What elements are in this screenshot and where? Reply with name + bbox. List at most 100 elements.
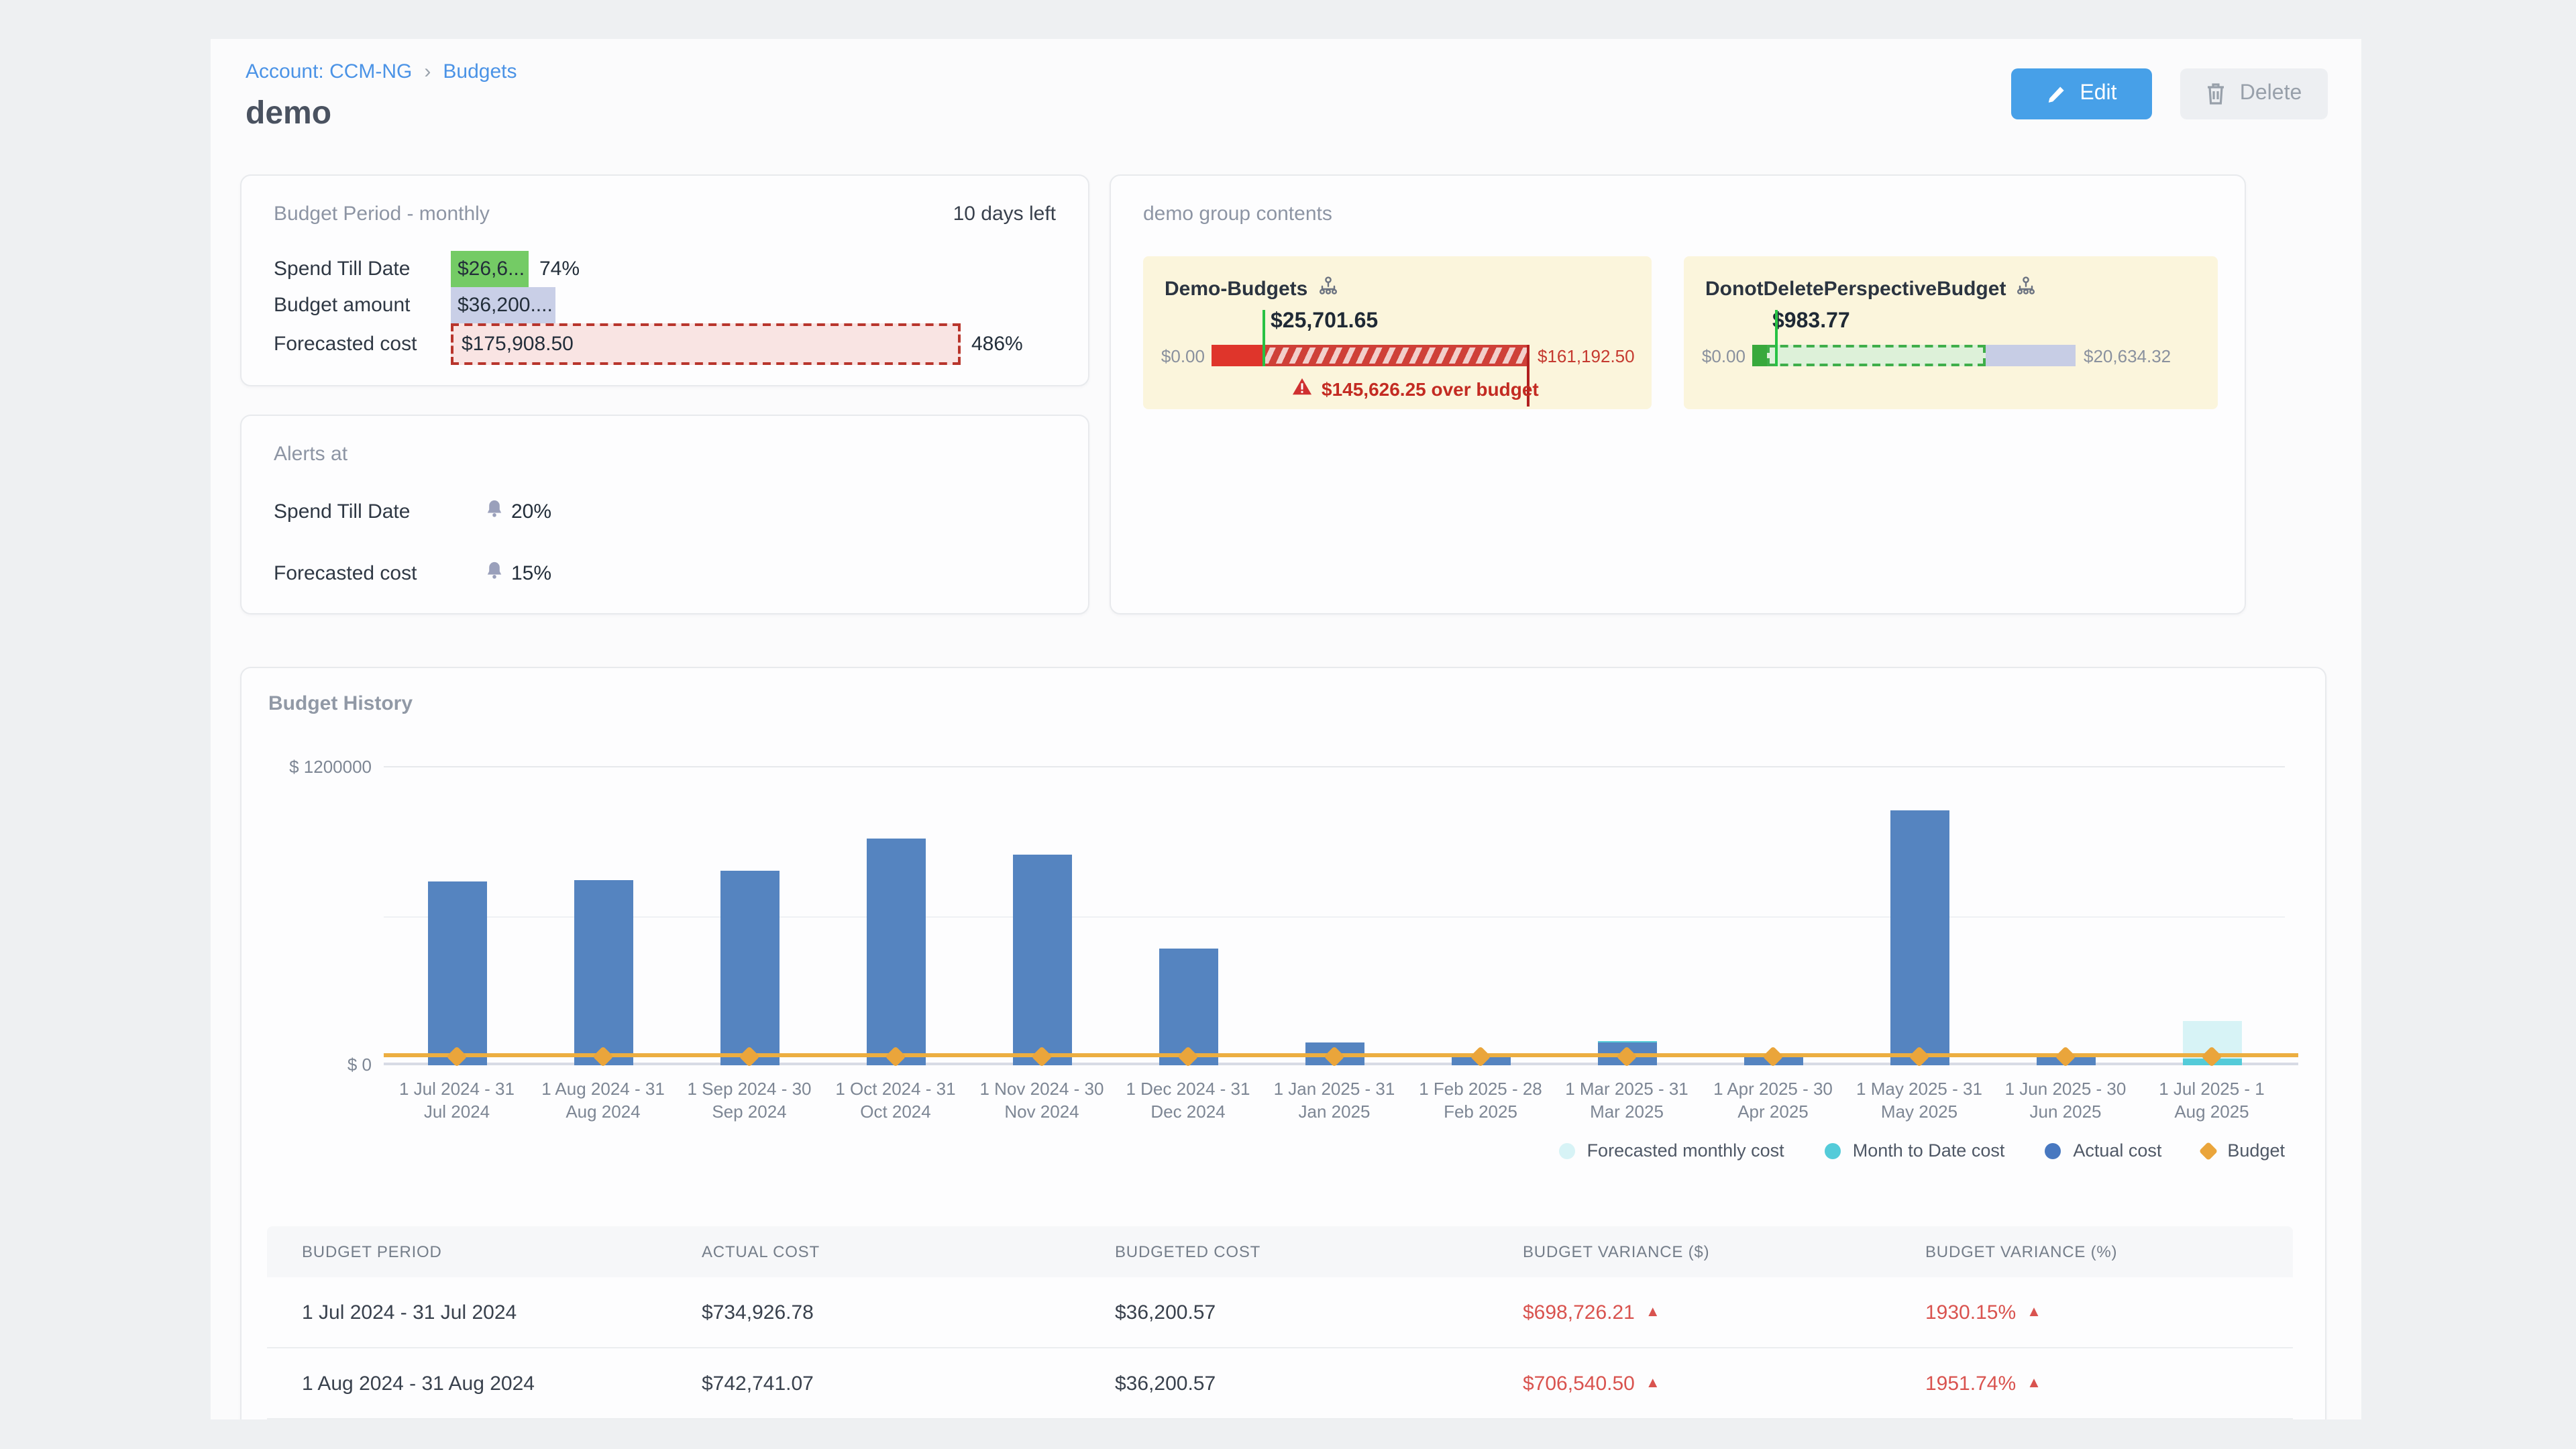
legend-swatch-circle [1558,1142,1575,1159]
alert-percent: 20% [511,500,552,523]
budget-spend-bar: $26,6... [451,251,529,287]
chart-column [1261,766,1407,1065]
actual-cost-bar[interactable] [1890,810,1949,1065]
legend-swatch-circle [2045,1142,2061,1159]
x-axis-label-line2: Sep 2024 [712,1102,787,1122]
budget-forecast-bar: $175,908.50 [451,323,961,365]
budget-tile[interactable]: Demo-Budgets $25,701.65 $0.00 $161,192.50 $1… [1143,256,1652,409]
budget-forecast-percent: 486% [971,333,1023,356]
over-budget-alert: $145,626.25 over budget [1292,377,1539,400]
cell-actual-cost: $734,926.78 [702,1301,814,1324]
legend-label: Month to Date cost [1852,1140,2005,1161]
legend-item[interactable]: Actual cost [2045,1140,2161,1161]
x-axis-label-line1: 1 Jul 2025 - 1 [2159,1079,2265,1099]
budget-tile-header: DonotDeletePerspectiveBudget [1684,256,2218,301]
budget-tile-bar-row: $0.00 $20,634.32 [1684,310,2218,366]
edit-button-label: Edit [2080,82,2117,105]
budget-tile-bar-row: $0.00 $161,192.50 [1143,310,1652,407]
budget-tile-spend-value: $25,701.65 [1271,310,1379,333]
x-axis-label-line2: Aug 2024 [566,1102,641,1122]
budget-tile-name: DonotDeletePerspectiveBudget [1705,277,2006,300]
actual-cost-bar[interactable] [1012,854,1071,1065]
table-header-cell: BUDGETED COST [1115,1242,1261,1261]
actual-cost-bar[interactable] [720,870,779,1065]
cell-variance-pct: 1951.74% ▲ [1925,1372,2293,1395]
chart-column [676,766,822,1065]
x-axis-label-line1: 1 Apr 2025 - 30 [1713,1079,1833,1099]
alerts-card: Alerts at Spend Till Date 20% Forecasted c… [240,415,1089,614]
variance-usd-value: $706,540.50 [1523,1372,1635,1395]
chart-column [384,766,530,1065]
over-budget-segment [1263,345,1529,366]
x-axis-label-line2: Dec 2024 [1150,1102,1226,1122]
alert-row-label: Forecasted cost [274,561,417,584]
warning-icon [1292,377,1312,400]
budget-budget-value: $36,200.... [458,294,553,317]
x-axis-label-line1: 1 Sep 2024 - 30 [687,1079,812,1099]
actual-cost-bar[interactable] [1159,949,1218,1065]
x-axis-label: 1 Jul 2024 - 31 Jul 2024 [384,1077,530,1123]
cell-budgeted-cost: $36,200.57 [1115,1301,1216,1324]
x-axis-label-line1: 1 Oct 2024 - 31 [835,1079,956,1099]
budget-period-row: Forecasted cost $175,908.50 486% [274,323,1056,365]
chart-column [822,766,969,1065]
alert-row-value: 15% [486,561,551,585]
x-axis-label-line1: 1 Jun 2025 - 30 [2004,1079,2127,1099]
x-axis-label-line2: Jan 2025 [1298,1102,1371,1122]
hierarchy-icon [1318,276,1337,301]
x-axis-label-line2: Nov 2024 [1004,1102,1079,1122]
x-axis-label-line1: 1 Nov 2024 - 30 [979,1079,1104,1099]
legend-item[interactable]: Forecasted monthly cost [1558,1140,1784,1161]
legend-label: Budget [2227,1140,2285,1161]
actual-cost-bar[interactable] [866,839,925,1065]
delete-button[interactable]: Delete [2180,68,2328,119]
cell-actual-cost: $742,741.07 [702,1372,814,1395]
legend-item[interactable]: Budget [2199,1140,2285,1161]
budget-period-row-label: Budget amount [274,294,411,317]
budget-tile[interactable]: DonotDeletePerspectiveBudget $983.77 $0.00… [1684,256,2218,409]
x-axis-label-line1: 1 May 2025 - 31 [1856,1079,1982,1099]
breadcrumb-link-budgets[interactable]: Budgets [443,60,517,83]
chart-column [1700,766,1846,1065]
breadcrumb-link-account[interactable]: Account: CCM-NG [246,60,413,83]
table-header-cell: BUDGET PERIOD [302,1242,442,1261]
budget-tiles: Demo-Budgets $25,701.65 $0.00 $161,192.50 $1… [1143,256,2218,409]
edit-button[interactable]: Edit [2011,68,2152,119]
actual-cost-bar[interactable] [427,881,486,1065]
bell-icon [486,561,503,585]
alert-row-label: Spend Till Date [274,500,411,523]
x-axis-labels: 1 Jul 2024 - 31 Jul 2024 1 Aug 2024 - 31 Au… [384,1077,2285,1123]
legend-label: Actual cost [2073,1140,2162,1161]
budget-spend-percent: 74% [539,258,580,280]
table-header-cell: BUDGET VARIANCE ($) [1523,1242,1710,1261]
remaining-segment [1986,345,2076,366]
chart-column [1554,766,1700,1065]
x-axis-label: 1 Jul 2025 - 1 Aug 2025 [2139,1077,2285,1123]
x-axis-label: 1 Oct 2024 - 31 Oct 2024 [822,1077,969,1123]
cell-variance-usd: $698,726.21 ▲ [1523,1301,1925,1324]
x-axis-label-line2: Oct 2024 [860,1102,931,1122]
variance-usd-value: $698,726.21 [1523,1301,1635,1324]
spend-segment [1752,345,1767,366]
budget-history-plot [384,766,2298,1067]
table-row: 1 Jul 2024 - 31 Jul 2024 $734,926.78 $36,2… [267,1277,2293,1348]
budget-period-row-label: Forecasted cost [274,333,417,356]
x-axis-label-line2: Aug 2025 [2174,1102,2249,1122]
trend-up-icon: ▲ [1645,1304,1660,1320]
budget-tile-name: Demo-Budgets [1165,277,1308,300]
budget-tile-min-label: $0.00 [1161,345,1205,366]
alert-row: Spend Till Date 20% [274,499,1056,523]
actual-cost-bar[interactable] [574,879,633,1065]
trend-up-icon: ▲ [2027,1375,2041,1391]
cell-budgeted-cost: $36,200.57 [1115,1372,1216,1395]
page-title: demo [246,95,332,131]
budget-tile-min-label: $0.00 [1701,345,1746,366]
legend-item[interactable]: Month to Date cost [1824,1140,2005,1161]
legend-swatch-diamond [2199,1140,2218,1161]
forecast-segment [1767,345,1986,366]
alert-row: Forecasted cost 15% [274,561,1056,585]
x-axis-label-line1: 1 Jan 2025 - 31 [1273,1079,1395,1099]
x-axis-label-line2: May 2025 [1880,1102,1958,1122]
x-axis-label: 1 Aug 2024 - 31 Aug 2024 [530,1077,676,1123]
